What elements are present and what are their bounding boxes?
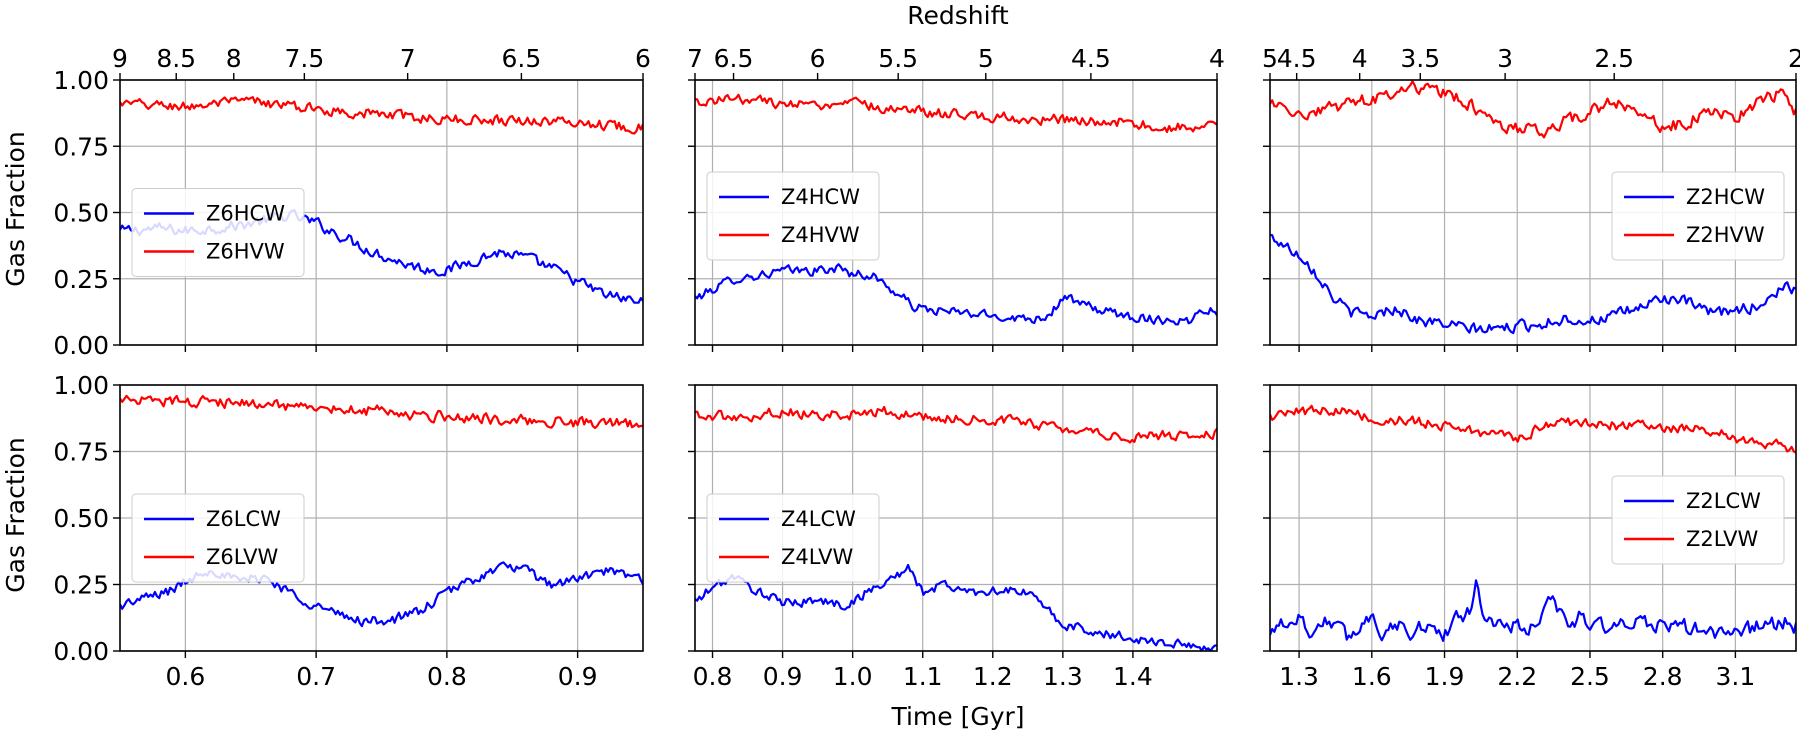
series-line-z2lvw bbox=[1270, 404, 1796, 454]
legend-box bbox=[706, 493, 880, 583]
series-line-z2lcw bbox=[1270, 579, 1796, 643]
redshift-tick-label: 3.5 bbox=[1400, 44, 1440, 73]
redshift-tick-label: 4 bbox=[1352, 44, 1368, 73]
legend: Z4HCW Z4HVW bbox=[706, 171, 880, 261]
gas-fraction-label-bottom: Gas Fraction bbox=[1, 437, 30, 592]
legend: Z6LCW Z6LVW bbox=[131, 493, 305, 583]
panel-z4-high: 7 6.5 6 5.5 5 4.5 4 Z4HCW Z4HVW bbox=[687, 44, 1225, 352]
redshift-tick-label: 7.5 bbox=[284, 44, 324, 73]
redshift-tick-label: 9 bbox=[112, 44, 128, 73]
x-tick-label: 1.6 bbox=[1352, 662, 1392, 691]
series-line-z4lvw bbox=[695, 405, 1217, 444]
series-line-z4hcw bbox=[695, 263, 1217, 326]
x-tick-label: 0.8 bbox=[427, 662, 467, 691]
x-tick-label: 3.1 bbox=[1716, 662, 1756, 691]
y-tick-label: 0.50 bbox=[53, 504, 109, 533]
legend-label-z2hcw: Z2HCW bbox=[1686, 185, 1765, 209]
series-line-z2hcw bbox=[1270, 233, 1796, 335]
series-line-z4lcw bbox=[695, 563, 1217, 651]
y-tick-label: 1.00 bbox=[53, 66, 109, 95]
redshift-tick-label: 8.5 bbox=[156, 44, 196, 73]
x-tick-label: 1.0 bbox=[833, 662, 873, 691]
time-axis-title: Time [Gyr] bbox=[890, 702, 1024, 731]
panel-z6-low: 0.6 0.7 0.8 0.90.000.250.500.751.00Z6LCWZ6L… bbox=[53, 371, 644, 691]
legend-label-z6lvw: Z6LVW bbox=[206, 545, 279, 569]
legend-label-z4hvw: Z4HVW bbox=[781, 223, 860, 247]
x-tick-label: 0.7 bbox=[296, 662, 336, 691]
legend-box bbox=[131, 188, 305, 277]
x-tick-label: 1.9 bbox=[1425, 662, 1465, 691]
legend-label-z4lcw: Z4LCW bbox=[781, 507, 856, 531]
redshift-tick-label: 7 bbox=[400, 44, 416, 73]
redshift-tick-label: 5 bbox=[1262, 44, 1278, 73]
x-tick-label: 2.2 bbox=[1497, 662, 1537, 691]
legend-box bbox=[1611, 171, 1785, 261]
redshift-tick-label: 6.5 bbox=[714, 44, 754, 73]
redshift-tick-label: 4 bbox=[1209, 44, 1225, 73]
redshift-tick-label: 4.5 bbox=[1277, 44, 1317, 73]
panel-z2-high: 54.5 4 3.5 3 2.5 2 Z2HCW Z2HVW bbox=[1262, 44, 1800, 352]
redshift-axis-title: Redshift bbox=[907, 1, 1009, 30]
legend-box bbox=[706, 171, 880, 261]
y-tick-label: 0.75 bbox=[53, 132, 109, 161]
y-tick-label: 0.00 bbox=[53, 331, 109, 360]
legend-box bbox=[1611, 475, 1785, 565]
legend-label-z4lvw: Z4LVW bbox=[781, 545, 854, 569]
redshift-tick-label: 8 bbox=[226, 44, 242, 73]
redshift-tick-label: 5.5 bbox=[878, 44, 918, 73]
redshift-tick-label: 2 bbox=[1788, 44, 1800, 73]
x-tick-label: 1.2 bbox=[973, 662, 1013, 691]
redshift-tick-label: 5 bbox=[978, 44, 994, 73]
panel-z6-high: 0.000.250.500.751.009 8.5 8 7.5 7 6.5 6Z6HCWZ6… bbox=[53, 44, 651, 360]
legend-box bbox=[131, 493, 305, 583]
y-tick-label: 0.50 bbox=[53, 199, 109, 228]
panels: 0.000.250.500.751.009 8.5 8 7.5 7 6.5 6Z6HCWZ6… bbox=[53, 44, 1800, 691]
x-tick-label: 1.3 bbox=[1043, 662, 1083, 691]
legend-label-z2lcw: Z2LCW bbox=[1686, 489, 1761, 513]
legend: Z6HCW Z6HVW bbox=[131, 188, 305, 277]
legend-label-z2lvw: Z2LVW bbox=[1686, 527, 1759, 551]
x-tick-label: 1.4 bbox=[1113, 662, 1153, 691]
gas-fraction-label-top: Gas Fraction bbox=[1, 131, 30, 286]
y-tick-label: 0.00 bbox=[53, 637, 109, 666]
redshift-tick-label: 6.5 bbox=[502, 44, 542, 73]
legend: Z2LCW Z2LVW bbox=[1611, 475, 1785, 565]
x-tick-label: 2.5 bbox=[1570, 662, 1610, 691]
x-tick-label: 2.8 bbox=[1643, 662, 1683, 691]
redshift-tick-label: 3 bbox=[1497, 44, 1513, 73]
x-tick-label: 0.9 bbox=[763, 662, 803, 691]
x-tick-label: 1.3 bbox=[1279, 662, 1319, 691]
series-line-z6hvw bbox=[120, 96, 643, 135]
legend-label-z6hvw: Z6HVW bbox=[206, 240, 285, 264]
redshift-tick-label: 6 bbox=[810, 44, 826, 73]
legend: Z4LCW Z4LVW bbox=[706, 493, 880, 583]
series-line-z2hvw bbox=[1270, 80, 1796, 139]
legend: Z2HCW Z2HVW bbox=[1611, 171, 1785, 261]
panel-z2-low: 1.3 1.6 1.9 2.2 2.5 2.8 3.1 Z2LCW Z2LVW bbox=[1263, 384, 1797, 691]
redshift-tick-label: 4.5 bbox=[1071, 44, 1111, 73]
legend-label-z6hcw: Z6HCW bbox=[206, 202, 285, 226]
redshift-tick-label: 6 bbox=[635, 44, 651, 73]
redshift-tick-label: 7 bbox=[687, 44, 703, 73]
series-line-z4hvw bbox=[695, 93, 1217, 134]
legend-label-z4hcw: Z4HCW bbox=[781, 185, 860, 209]
redshift-tick-label: 2.5 bbox=[1594, 44, 1634, 73]
y-tick-label: 0.25 bbox=[53, 265, 109, 294]
y-tick-label: 0.25 bbox=[53, 571, 109, 600]
x-tick-label: 0.9 bbox=[558, 662, 598, 691]
series-line-z6lvw bbox=[120, 394, 643, 430]
panel-z4-low: 0.8 0.9 1.0 1.1 1.2 1.3 1.4 Z4LCW Z4LVW bbox=[688, 384, 1218, 691]
x-tick-label: 0.6 bbox=[165, 662, 205, 691]
y-tick-label: 1.00 bbox=[53, 371, 109, 400]
x-tick-label: 1.1 bbox=[903, 662, 943, 691]
y-tick-label: 0.75 bbox=[53, 438, 109, 467]
legend-label-z6lcw: Z6LCW bbox=[206, 507, 281, 531]
x-tick-label: 0.8 bbox=[693, 662, 733, 691]
legend-label-z2hvw: Z2HVW bbox=[1686, 223, 1765, 247]
